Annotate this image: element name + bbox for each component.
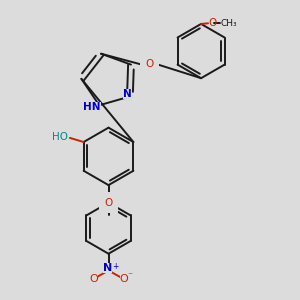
Text: N: N [103,263,112,273]
Text: O: O [89,274,98,284]
Text: HN: HN [83,102,101,112]
Text: ⁻: ⁻ [128,271,133,281]
Text: O: O [209,18,217,28]
Text: O: O [145,59,154,69]
Text: CH₃: CH₃ [220,19,237,28]
Text: +: + [113,262,119,271]
Text: HO: HO [52,132,68,142]
Text: O: O [120,274,128,284]
Text: O: O [104,198,112,208]
Text: N: N [123,89,132,99]
